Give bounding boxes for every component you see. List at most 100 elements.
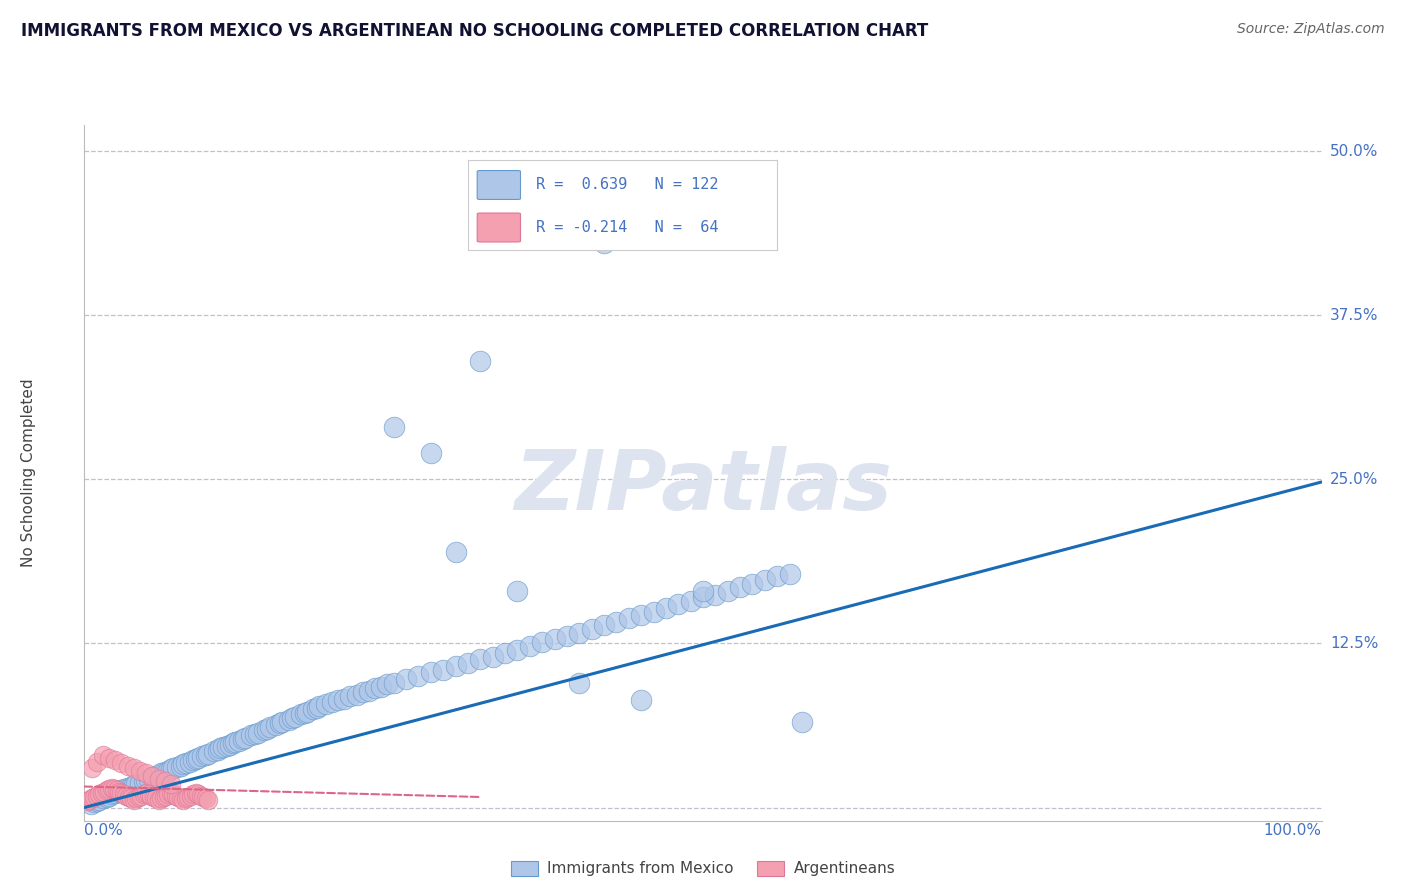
Point [191, 790, 214, 805]
Point [212, 740, 235, 755]
Point [148, 792, 170, 806]
Text: ZIPatlas: ZIPatlas [515, 446, 891, 527]
Point [408, 669, 430, 683]
Point [630, 693, 652, 707]
Point [692, 591, 714, 605]
Point [104, 786, 127, 800]
FancyBboxPatch shape [477, 170, 520, 200]
Point [181, 788, 204, 802]
Point [98, 782, 121, 797]
Text: 100.0%: 100.0% [1264, 823, 1322, 838]
Point [457, 656, 479, 670]
Point [76, 794, 98, 808]
Point [470, 652, 492, 666]
Text: 12.5%: 12.5% [1330, 636, 1378, 651]
Point [128, 790, 150, 805]
Point [184, 752, 207, 766]
Point [160, 777, 183, 791]
Point [117, 780, 139, 795]
Point [666, 597, 689, 611]
Point [135, 766, 157, 780]
Point [148, 772, 170, 786]
Point [174, 756, 197, 770]
Point [90, 786, 112, 800]
Point [264, 718, 287, 732]
Point [91, 747, 114, 762]
Point [419, 665, 441, 680]
Point [215, 739, 238, 753]
Point [110, 756, 132, 770]
Point [83, 795, 105, 809]
Point [125, 777, 148, 791]
Point [339, 689, 361, 703]
Point [228, 733, 250, 747]
Point [581, 622, 603, 636]
Point [187, 750, 209, 764]
Point [308, 699, 330, 714]
Point [142, 790, 165, 805]
Point [122, 792, 145, 806]
Point [138, 788, 160, 802]
Point [110, 786, 132, 800]
Point [284, 710, 307, 724]
Point [197, 792, 219, 806]
Point [197, 747, 219, 761]
Point [150, 791, 173, 805]
Point [209, 741, 232, 756]
Point [754, 574, 776, 588]
Point [630, 607, 652, 622]
Point [89, 788, 111, 802]
Point [382, 675, 405, 690]
Point [444, 544, 467, 558]
Point [259, 721, 281, 735]
Point [160, 786, 183, 800]
Point [138, 772, 160, 786]
Point [224, 735, 246, 749]
Point [179, 755, 201, 769]
Point [166, 760, 188, 774]
Point [174, 791, 197, 805]
Point [593, 618, 616, 632]
Point [315, 697, 337, 711]
Point [135, 786, 157, 800]
Point [370, 680, 392, 694]
Text: 0.0%: 0.0% [84, 823, 124, 838]
Point [132, 774, 155, 789]
Point [103, 782, 125, 797]
Point [481, 649, 503, 664]
Point [277, 713, 299, 727]
Point [256, 722, 278, 736]
Point [129, 764, 152, 778]
Point [162, 788, 184, 802]
Point [271, 715, 294, 730]
Point [167, 790, 190, 805]
Point [120, 780, 142, 794]
Point [543, 632, 565, 647]
Point [83, 790, 105, 805]
Point [779, 566, 801, 581]
Text: IMMIGRANTS FROM MEXICO VS ARGENTINEAN NO SCHOOLING COMPLETED CORRELATION CHART: IMMIGRANTS FROM MEXICO VS ARGENTINEAN NO… [21, 22, 928, 40]
Point [148, 767, 170, 781]
Point [120, 791, 142, 805]
Point [419, 446, 441, 460]
Point [117, 758, 139, 772]
Point [160, 763, 183, 777]
Point [555, 628, 578, 642]
Point [302, 702, 325, 716]
Point [364, 681, 387, 695]
Point [184, 786, 207, 800]
Point [346, 688, 368, 702]
Point [115, 789, 138, 803]
Point [129, 775, 152, 789]
Point [86, 789, 108, 803]
Point [89, 792, 111, 806]
Point [281, 711, 304, 725]
Point [568, 675, 591, 690]
Point [321, 696, 343, 710]
Point [80, 761, 103, 775]
Point [122, 778, 145, 792]
Point [162, 761, 184, 775]
Point [253, 723, 276, 737]
Point [86, 794, 108, 808]
FancyBboxPatch shape [477, 213, 520, 242]
